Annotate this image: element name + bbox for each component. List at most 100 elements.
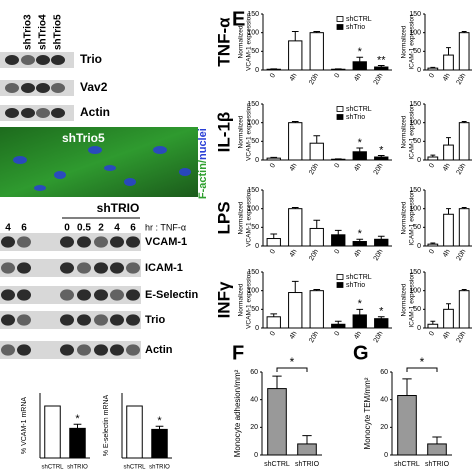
x-tick-label: 4h <box>442 248 452 258</box>
error-bar <box>430 154 436 158</box>
y-axis-label: ICAM-1 expression <box>409 14 416 70</box>
y-tick-label: 50 <box>251 306 259 313</box>
x-tick-label: shTRIO <box>425 461 450 468</box>
row-label: Vav2 <box>80 80 108 94</box>
x-tick-label: shCTRL <box>41 465 64 471</box>
y-tick-label: 100 <box>247 120 259 127</box>
blot-band <box>5 108 19 118</box>
error-bar <box>272 375 282 389</box>
bar <box>309 290 324 329</box>
row-label: Trio <box>80 52 102 66</box>
x-tick-label: 20h <box>308 330 320 344</box>
bar <box>297 443 317 456</box>
y-axis-label: Normalized <box>238 25 245 58</box>
bar <box>374 238 389 247</box>
y-tick-label: 0 <box>255 325 259 332</box>
bar <box>266 316 281 329</box>
y-tick-label: 0 <box>417 325 421 332</box>
x-tick-label: 20h <box>373 248 385 262</box>
blot-band <box>60 262 74 274</box>
bar <box>266 238 281 247</box>
x-tick-label: 4h <box>442 162 452 172</box>
y-tick-label: 20 <box>250 424 258 431</box>
legend-label: shCTRL <box>346 16 372 23</box>
blot-band <box>51 108 65 118</box>
panel-label: E <box>232 8 245 30</box>
y-tick-label: 0 <box>255 157 259 164</box>
error-bar <box>430 242 436 245</box>
blot-band <box>110 262 124 274</box>
blot-band <box>94 262 108 274</box>
y-tick-label: 150 <box>409 187 421 194</box>
y-axis-label: VCAM-1 expression <box>246 103 253 161</box>
x-tick-label: shCTRL <box>123 465 146 471</box>
y-tick-label: 0 <box>255 67 259 74</box>
x-tick-label: 20h <box>456 330 468 344</box>
y-axis-label: Normalized <box>401 283 408 316</box>
bar <box>352 61 367 71</box>
blot-band <box>1 236 15 248</box>
error-bar <box>432 436 442 444</box>
bar <box>397 395 417 456</box>
x-tick-label: 4h <box>353 248 363 258</box>
x-tick-label: 4h <box>442 330 452 340</box>
y-axis-label: VCAM-1 expression <box>246 189 253 247</box>
error-bar <box>73 423 82 429</box>
error-bar <box>334 229 342 235</box>
error-bar <box>446 47 451 56</box>
x-tick-label: shCTRL <box>394 461 420 468</box>
error-bar <box>402 378 412 396</box>
x-tick-label: 0 <box>334 330 342 337</box>
bar <box>427 156 439 161</box>
panel-label: G <box>353 342 369 364</box>
legend-label: shCTRL <box>346 106 372 113</box>
blot-band <box>110 289 124 301</box>
y-axis-label: Normalized <box>238 283 245 316</box>
error-bar <box>446 208 451 215</box>
legend-label: shTrio <box>346 114 365 121</box>
row-label: INFγ <box>214 281 233 318</box>
x-tick-label: 20h <box>373 162 385 176</box>
bar <box>288 122 303 161</box>
error-bar <box>377 316 385 319</box>
row-label: Actin <box>145 344 173 356</box>
blot-band <box>21 55 35 65</box>
bar <box>331 323 346 329</box>
row-label: TNF-α <box>214 17 233 67</box>
x-tick-label: 20h <box>456 248 468 262</box>
blot-band <box>126 236 140 248</box>
bar <box>427 443 447 456</box>
lane-label: shTrio4 <box>38 14 49 50</box>
x-tick-label: 20h <box>456 72 468 86</box>
y-tick-label: 0 <box>255 243 259 250</box>
bar <box>309 142 324 161</box>
blot-band <box>60 289 74 301</box>
bar <box>374 156 389 161</box>
blot-band <box>77 289 91 301</box>
blot-band <box>94 236 108 248</box>
y-tick-label: 20 <box>380 424 388 431</box>
row-label: VCAM-1 <box>145 236 187 248</box>
bar <box>458 122 470 161</box>
x-tick-label: 4h <box>289 248 299 258</box>
y-tick-label: 60 <box>380 369 388 376</box>
bar <box>151 428 168 459</box>
y-axis-label: VCAM-1 expression <box>246 13 253 71</box>
error-bar <box>270 233 278 239</box>
y-tick-label: 100 <box>409 288 421 295</box>
error-bar <box>270 313 278 317</box>
y-axis-label: Monocyte TEM/mm² <box>363 377 372 449</box>
y-axis-label: ICAM-1 expression <box>409 272 416 328</box>
stain-label: F-actin/ <box>197 160 209 199</box>
y-tick-label: 100 <box>247 206 259 213</box>
blot-band <box>21 83 35 93</box>
fluorescence-image <box>0 127 198 197</box>
error-bar <box>356 308 364 315</box>
bar <box>288 292 303 329</box>
blot-band <box>110 344 124 356</box>
blot-band <box>126 262 140 274</box>
blot-band <box>36 108 50 118</box>
x-tick-label: 4h <box>353 162 363 172</box>
lane-label: 4 <box>114 223 120 234</box>
blot-band <box>21 108 35 118</box>
